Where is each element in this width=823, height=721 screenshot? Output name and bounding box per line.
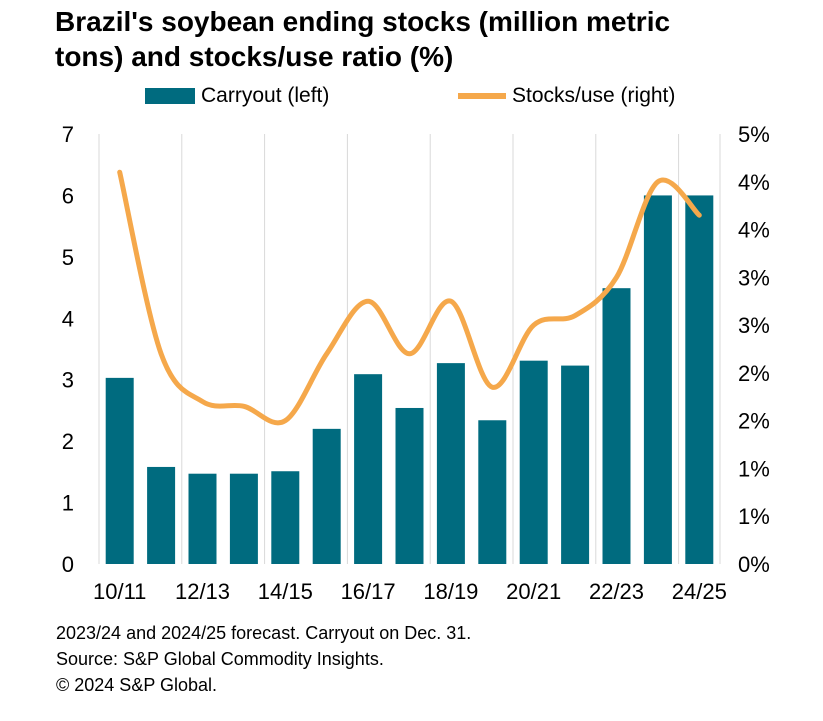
bar-18-19 — [436, 363, 465, 564]
bar-15-16 — [312, 428, 341, 564]
bar-12-13 — [188, 473, 217, 564]
bar-24-25 — [685, 195, 714, 564]
y-left-tick-label: 0 — [62, 552, 74, 577]
bar-23-24 — [643, 195, 672, 564]
y-left-tick-label: 1 — [62, 491, 74, 516]
bar-20-21 — [519, 360, 548, 564]
y-right-tick-label: 1% — [738, 456, 770, 481]
bar-16-17 — [354, 374, 383, 564]
bar-10-11 — [105, 377, 134, 564]
legend-swatch-line — [458, 93, 506, 99]
y-right-tick-label: 4% — [738, 170, 770, 195]
legend: Carryout (left) Stocks/use (right) — [0, 84, 823, 114]
y-left-tick-label: 6 — [62, 183, 74, 208]
legend-label-stocks-use: Stocks/use (right) — [512, 84, 676, 107]
legend-item-stocks-use: Stocks/use (right) — [458, 84, 675, 108]
y-left-tick-label: 3 — [62, 368, 74, 393]
y-right-tick-label: 2% — [738, 361, 770, 386]
legend-label-carryout: Carryout (left) — [201, 84, 330, 107]
y-right-tick-label: 3% — [738, 313, 770, 338]
note-forecast: 2023/24 and 2024/25 forecast. Carryout o… — [56, 623, 472, 643]
bar-19-20 — [478, 420, 507, 564]
chart-plot: 0 1 2 3 4 5 6 7 0% 1% 1% 2% 2% 3% 3% 4% 4% 5% 10/11 12/13 14… — [62, 122, 770, 604]
bar-14-15 — [271, 471, 300, 564]
y-right-tick-label: 1% — [738, 504, 770, 529]
note-copyright: © 2024 S&P Global. — [56, 675, 218, 695]
x-tick-label: 14/15 — [258, 579, 313, 604]
bar-11-12 — [147, 466, 176, 564]
x-tick-label: 22/23 — [589, 579, 644, 604]
legend-swatch-bar — [145, 88, 195, 104]
y-left-tick-label: 7 — [62, 122, 74, 147]
x-tick-label: 18/19 — [423, 579, 478, 604]
y-right-tick-label: 0% — [738, 552, 770, 577]
x-tick-label: 24/25 — [672, 579, 727, 604]
title-line-2: tons) and stocks/use ratio (%) — [55, 41, 454, 72]
note-source: Source: S&P Global Commodity Insights. — [56, 649, 384, 669]
x-tick-label: 20/21 — [506, 579, 561, 604]
y-left-tick-label: 2 — [62, 429, 74, 454]
y-right-tick-label: 5% — [738, 122, 770, 147]
chart-title: Brazil's soybean ending stocks (million … — [55, 4, 795, 74]
bar-17-18 — [395, 407, 424, 564]
title-line-1: Brazil's soybean ending stocks (million … — [55, 6, 671, 37]
x-tick-label: 10/11 — [93, 579, 146, 604]
bar-13-14 — [229, 473, 258, 564]
y-right-tick-label: 2% — [738, 409, 770, 434]
y-right-tick-label: 4% — [738, 218, 770, 243]
chart-notes: 2023/24 and 2024/25 forecast. Carryout o… — [56, 620, 471, 698]
legend-item-carryout: Carryout (left) — [145, 84, 329, 108]
x-tick-label: 12/13 — [175, 579, 230, 604]
x-tick-label: 16/17 — [341, 579, 396, 604]
y-left-tick-label: 5 — [62, 245, 74, 270]
y-right-tick-label: 3% — [738, 265, 770, 290]
series-line-stocks-use — [117, 169, 702, 426]
y-left-tick-label: 4 — [62, 306, 74, 331]
bar-22-23 — [602, 288, 631, 564]
bar-21-22 — [561, 365, 590, 564]
